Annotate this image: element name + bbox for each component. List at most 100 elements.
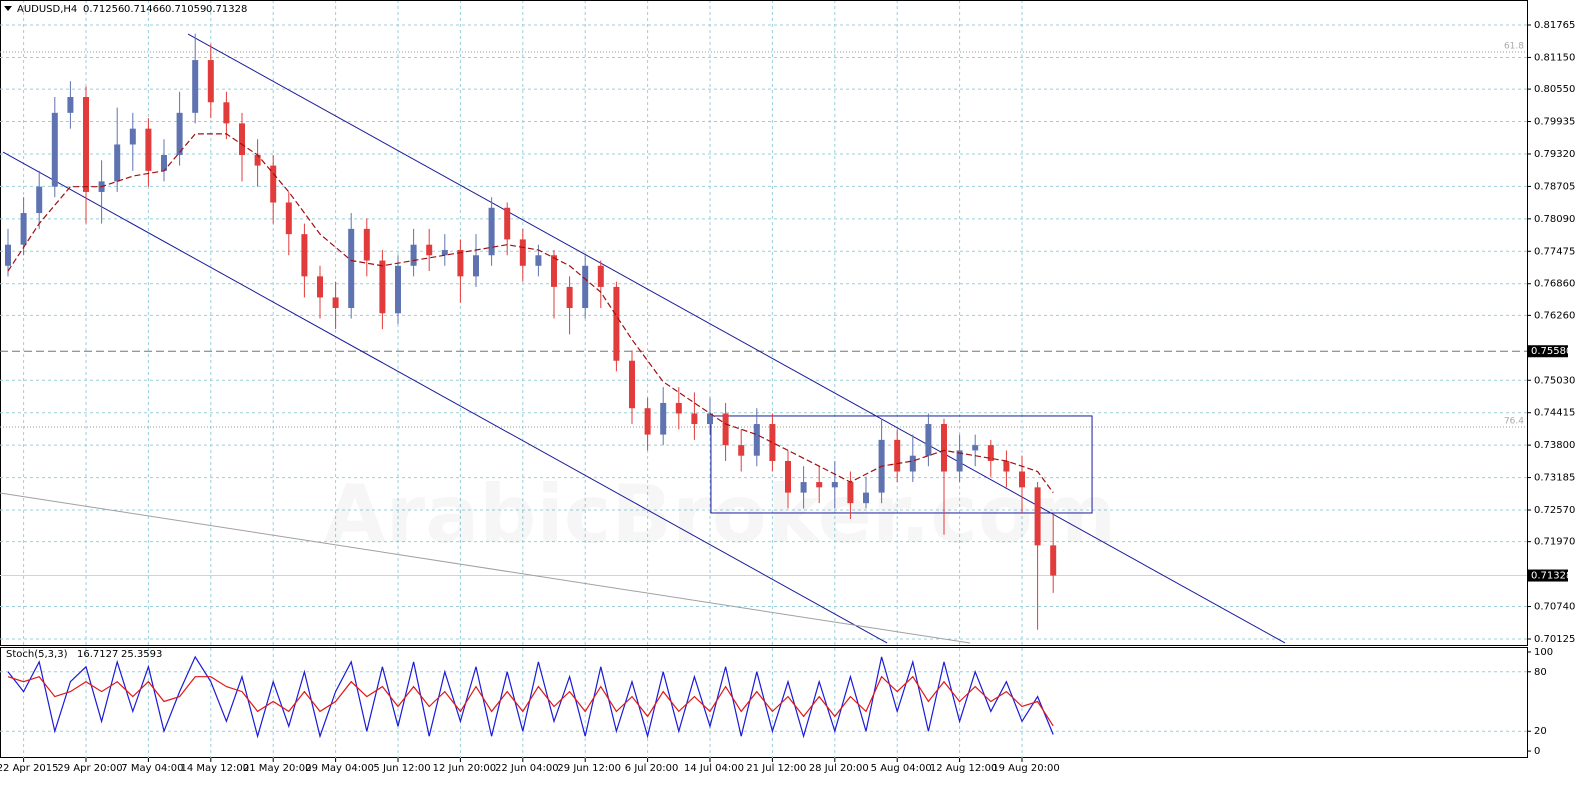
x-tick-label: 14 Jul 04:00	[684, 763, 744, 774]
x-tick-label: 29 May 04:00	[305, 763, 374, 774]
candle-body	[707, 413, 713, 425]
x-tick-label: 22 Apr 2015	[0, 763, 59, 774]
candle-body	[410, 244, 417, 266]
candle-body	[738, 445, 745, 456]
candle-body	[753, 424, 760, 456]
indicator-signal-value: 25.3593	[121, 649, 162, 660]
y-tick-label: 0.79320	[1534, 149, 1575, 160]
y-tick-label: 0.78090	[1534, 214, 1575, 225]
candle-body	[582, 265, 589, 308]
candle-body	[285, 202, 292, 235]
candle-body	[239, 123, 245, 156]
candle-body	[145, 128, 152, 171]
candle-body	[675, 402, 682, 414]
x-tick-label: 5 Aug 04:00	[871, 763, 932, 774]
indicator-frame	[0, 647, 1528, 758]
indicator-tick-label: 100	[1534, 647, 1553, 658]
candle-body	[831, 482, 838, 488]
candle-body	[270, 165, 277, 203]
candle-body	[254, 155, 261, 166]
x-tick-label: 29 Apr 20:00	[57, 763, 122, 774]
candle-body	[1003, 460, 1010, 472]
y-tick-label: 0.76260	[1534, 310, 1575, 321]
candle-body	[504, 207, 511, 240]
x-tick-label: 22 Jun 04:00	[495, 763, 559, 774]
y-tick-label: 0.77475	[1534, 246, 1575, 257]
y-tick-label: 0.72570	[1534, 505, 1575, 516]
candle-body	[1019, 471, 1025, 488]
candle-body	[426, 244, 433, 256]
candle-body	[613, 286, 620, 361]
candle-body	[1034, 487, 1041, 546]
candle-body	[660, 402, 667, 435]
candle-body	[535, 255, 542, 266]
level-label: 0.75580	[1531, 346, 1572, 357]
main-frame	[0, 0, 1528, 646]
candle-body	[816, 482, 823, 488]
candle-body	[722, 413, 729, 446]
candle-body	[83, 96, 89, 192]
x-tick-label: 14 May 12:00	[181, 763, 250, 774]
candle-body	[161, 155, 167, 171]
y-tick-label: 0.74415	[1534, 408, 1575, 419]
y-tick-label: 0.81765	[1534, 20, 1575, 31]
candle-body	[223, 102, 230, 124]
candle-body	[473, 255, 479, 277]
y-tick-label: 0.81150	[1534, 52, 1575, 63]
y-tick-label: 0.71970	[1534, 537, 1575, 548]
candle-body	[67, 96, 74, 113]
candle-body	[441, 249, 448, 256]
candle-body	[457, 249, 464, 277]
y-tick-label: 0.80550	[1534, 84, 1575, 95]
menu-arrow[interactable]	[4, 6, 12, 11]
x-tick-label: 28 Jul 20:00	[809, 763, 869, 774]
candle-body	[363, 228, 370, 261]
header-open: 0.71256	[83, 4, 124, 15]
moving-average	[7, 133, 1054, 493]
candle-body	[379, 260, 386, 314]
fib-label: 76.4	[1504, 416, 1524, 426]
candle-body	[847, 482, 854, 504]
candle-body	[644, 408, 651, 435]
candle-body	[597, 265, 604, 287]
range-box	[710, 415, 1093, 514]
header-high: 0.71466	[124, 4, 165, 15]
indicator-main-value: 16.7127	[77, 649, 118, 660]
x-tick-label: 21 May 20:00	[243, 763, 312, 774]
candle-body	[800, 482, 807, 493]
fib-label: 61.8	[1504, 42, 1524, 52]
y-tick-label: 0.78705	[1534, 181, 1575, 192]
x-tick-label: 29 Jun 12:00	[557, 763, 621, 774]
y-tick-label: 0.70740	[1534, 602, 1575, 613]
y-tick-label: 0.73800	[1534, 440, 1575, 451]
candle-body	[629, 360, 635, 409]
watermark: ArabicBroker.com	[324, 468, 1116, 561]
last-price-label: 0.71328	[1531, 571, 1572, 582]
header-low: 0.71059	[165, 4, 206, 15]
candle-body	[348, 228, 355, 308]
candle-body	[863, 492, 869, 504]
candle-body	[909, 455, 916, 472]
level-tag	[1528, 345, 1568, 358]
candle-body	[894, 439, 901, 472]
candle-body	[395, 265, 401, 314]
trendline	[187, 33, 1286, 644]
last-price-tag	[1528, 569, 1568, 582]
indicator-panel	[0, 648, 1527, 758]
candle-body	[925, 424, 932, 456]
candle-body	[488, 207, 495, 256]
candle-body	[1050, 545, 1057, 576]
x-tick-label: 21 Jul 12:00	[746, 763, 806, 774]
candle-body	[987, 445, 994, 461]
x-tick-label: 12 Aug 12:00	[930, 763, 997, 774]
candle-body	[769, 424, 776, 461]
x-tick-label: 6 Jul 20:00	[625, 763, 679, 774]
candle-body	[192, 60, 199, 113]
x-tick-label: 5 Jun 12:00	[373, 763, 430, 774]
candle-body	[317, 276, 323, 298]
header-close: 0.71328	[206, 4, 247, 15]
candle-body	[941, 424, 947, 472]
candle-body	[36, 186, 43, 214]
candle-body	[785, 460, 791, 493]
